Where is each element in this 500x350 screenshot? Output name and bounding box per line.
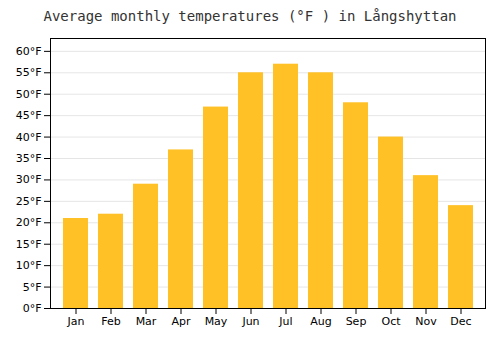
svg-text:Dec: Dec (450, 315, 471, 328)
svg-text:Mar: Mar (136, 315, 157, 328)
svg-text:35°F: 35°F (16, 152, 42, 165)
svg-text:40°F: 40°F (16, 131, 42, 144)
svg-text:25°F: 25°F (16, 195, 42, 208)
html-text:Average monthly temperatures (: Average monthly temperatures (°F ) in Lå… (43, 8, 457, 24)
svg-text:10°F: 10°F (16, 259, 42, 272)
svg-text:May: May (205, 315, 228, 328)
svg-text:0°F: 0°F (23, 302, 42, 315)
svg-text:5°F: 5°F (23, 281, 42, 294)
svg-text:Apr: Apr (171, 315, 191, 328)
svg-text:55°F: 55°F (16, 66, 42, 79)
svg-text:Jun: Jun (241, 315, 259, 328)
svg-text:Sep: Sep (346, 315, 367, 328)
svg-text:60°F: 60°F (16, 45, 42, 58)
svg-text:30°F: 30°F (16, 173, 42, 186)
svg-text:50°F: 50°F (16, 88, 42, 101)
svg-text:Jul: Jul (278, 315, 292, 328)
svg-text:Feb: Feb (101, 315, 120, 328)
svg-text:Oct: Oct (381, 315, 401, 328)
svg-text:Aug: Aug (310, 315, 331, 328)
svg-text:15°F: 15°F (16, 238, 42, 251)
svg-text:Jan: Jan (67, 315, 85, 328)
svg-text:20°F: 20°F (16, 216, 42, 229)
svg-text:Nov: Nov (415, 315, 437, 328)
svg-text:45°F: 45°F (16, 109, 42, 122)
